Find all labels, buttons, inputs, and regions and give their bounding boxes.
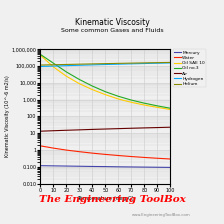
Oil no.3 — [169, 107, 172, 110]
Hydrogen — [39, 65, 42, 68]
Line: Water: Water — [40, 146, 170, 159]
Water — [104, 153, 107, 156]
Legend: Mercury, Water, Oil SAE 10, Oil no.3, Air, Hydrogen, Helium: Mercury, Water, Oil SAE 10, Oil no.3, Ai… — [173, 49, 206, 87]
Mercury — [117, 166, 120, 168]
Water — [78, 150, 81, 153]
Oil SAE 10 — [130, 101, 133, 104]
Air — [65, 129, 68, 132]
Mercury — [91, 165, 94, 168]
Helium — [65, 63, 68, 66]
Mercury — [169, 166, 172, 169]
Oil no.3 — [52, 62, 55, 65]
Oil SAE 10 — [39, 54, 42, 56]
Oil no.3 — [65, 71, 68, 73]
Mercury — [78, 165, 81, 168]
Helium — [52, 63, 55, 66]
Hydrogen — [169, 62, 172, 64]
Air — [78, 129, 81, 131]
Water — [130, 155, 133, 158]
Mercury — [104, 165, 107, 168]
Oil SAE 10 — [169, 108, 172, 111]
Water — [169, 158, 172, 160]
Y-axis label: Kinematic Viscosity (10^-6 m2/s): Kinematic Viscosity (10^-6 m2/s) — [5, 76, 10, 157]
Oil no.3 — [39, 53, 42, 56]
Line: Helium: Helium — [40, 62, 170, 65]
Helium — [39, 64, 42, 66]
Helium — [169, 61, 172, 64]
Air — [39, 130, 42, 133]
Oil no.3 — [156, 104, 159, 107]
Hydrogen — [117, 63, 120, 65]
Mercury — [143, 166, 146, 168]
Mercury — [156, 166, 159, 169]
Oil SAE 10 — [104, 93, 107, 96]
Line: Oil SAE 10: Oil SAE 10 — [40, 55, 170, 110]
Water — [65, 149, 68, 151]
Oil SAE 10 — [117, 98, 120, 100]
Air — [52, 129, 55, 132]
Hydrogen — [156, 62, 159, 65]
Air — [156, 126, 159, 129]
Water — [39, 144, 42, 147]
Line: Mercury: Mercury — [40, 166, 170, 167]
Oil SAE 10 — [156, 106, 159, 109]
Mercury — [65, 165, 68, 167]
Air — [91, 128, 94, 131]
Oil no.3 — [143, 102, 146, 105]
Air — [104, 128, 107, 130]
Oil no.3 — [117, 95, 120, 98]
Air — [117, 127, 120, 130]
Line: Oil no.3: Oil no.3 — [40, 54, 170, 108]
Oil SAE 10 — [143, 104, 146, 106]
Helium — [78, 63, 81, 65]
Oil no.3 — [78, 78, 81, 81]
Text: The Engineering ToolBox: The Engineering ToolBox — [39, 195, 185, 204]
Hydrogen — [91, 64, 94, 66]
Hydrogen — [78, 64, 81, 67]
Hydrogen — [130, 62, 133, 65]
Air — [130, 127, 133, 130]
Water — [91, 152, 94, 155]
Helium — [130, 62, 133, 65]
Water — [117, 154, 120, 157]
Text: Some common Gases and Fluids: Some common Gases and Fluids — [61, 28, 163, 33]
Oil SAE 10 — [52, 65, 55, 68]
Hydrogen — [65, 64, 68, 67]
Line: Air: Air — [40, 127, 170, 131]
Helium — [117, 62, 120, 65]
Oil no.3 — [130, 99, 133, 101]
Oil SAE 10 — [78, 82, 81, 85]
Hydrogen — [143, 62, 146, 65]
Oil SAE 10 — [65, 75, 68, 78]
X-axis label: Temperature (deg C): Temperature (deg C) — [77, 196, 134, 201]
Hydrogen — [104, 63, 107, 66]
Hydrogen — [52, 65, 55, 67]
Water — [52, 147, 55, 149]
Mercury — [39, 164, 42, 167]
Oil no.3 — [91, 85, 94, 87]
Mercury — [130, 166, 133, 168]
Text: www.EngineeringToolBox.com: www.EngineeringToolBox.com — [132, 213, 191, 217]
Text: Kinematic Viscosity: Kinematic Viscosity — [75, 18, 149, 27]
Line: Hydrogen: Hydrogen — [40, 63, 170, 67]
Helium — [104, 62, 107, 65]
Air — [143, 127, 146, 129]
Water — [156, 157, 159, 160]
Mercury — [52, 164, 55, 167]
Air — [169, 126, 172, 129]
Helium — [143, 62, 146, 64]
Water — [143, 156, 146, 159]
Helium — [156, 61, 159, 64]
Oil no.3 — [104, 90, 107, 93]
Helium — [91, 62, 94, 65]
Oil SAE 10 — [91, 88, 94, 91]
